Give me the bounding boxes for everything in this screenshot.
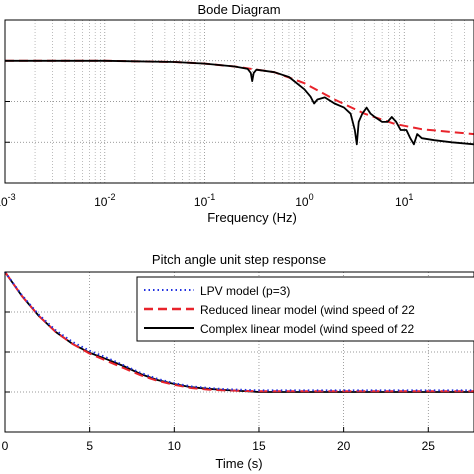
bode-x-tick-label: 10-3 — [0, 192, 16, 209]
step-x-tick-label: 5 — [86, 439, 93, 453]
step-legend: LPV model (p=3) Reduced linear model (wi… — [136, 276, 474, 342]
bode-axes-box — [4, 19, 474, 184]
step-x-tick-label: 10 — [168, 439, 182, 453]
bode-series-line — [5, 59, 474, 146]
bode-title: Bode Diagram — [197, 2, 280, 17]
step-series-line — [4, 271, 474, 392]
bode-series-line — [5, 59, 474, 136]
legend-label-lpv: LPV model (p=3) — [200, 284, 290, 298]
step-x-tick-label: 25 — [422, 439, 436, 453]
bode-x-tick-label: 101 — [395, 192, 413, 209]
bode-x-tick-label: 10-2 — [94, 192, 115, 209]
step-x-axis-label: Time (s) — [215, 456, 262, 471]
bode-x-tick-labels: 10-3 10-2 10-1 100 101 — [0, 192, 413, 209]
legend-label-reduced: Reduced linear model (wind speed of 22 — [200, 303, 415, 317]
step-title: Pitch angle unit step response — [152, 252, 326, 267]
step-x-tick-labels: 0 5 10 15 20 25 — [2, 439, 436, 453]
step-x-tick-label: 20 — [337, 439, 351, 453]
step-x-tick-label: 15 — [252, 439, 266, 453]
step-x-tick-label: 0 — [2, 439, 9, 453]
bode-panel: Bode Diagram 10-3 10-2 10-1 100 101 Frequenc… — [0, 2, 474, 225]
step-axes-box — [4, 271, 474, 433]
bode-x-axis-label: Frequency (Hz) — [207, 210, 297, 225]
legend-label-complex: Complex linear model (wind speed of 22 — [200, 322, 414, 336]
bode-series — [5, 59, 474, 146]
step-series-line — [4, 271, 474, 393]
step-series — [4, 271, 474, 393]
bode-grid — [4, 20, 474, 183]
bode-x-tick-label: 100 — [295, 192, 313, 209]
step-panel: Pitch angle unit step response 0 5 10 15 20 2… — [2, 252, 474, 471]
bode-x-tick-label: 10-1 — [194, 192, 215, 209]
